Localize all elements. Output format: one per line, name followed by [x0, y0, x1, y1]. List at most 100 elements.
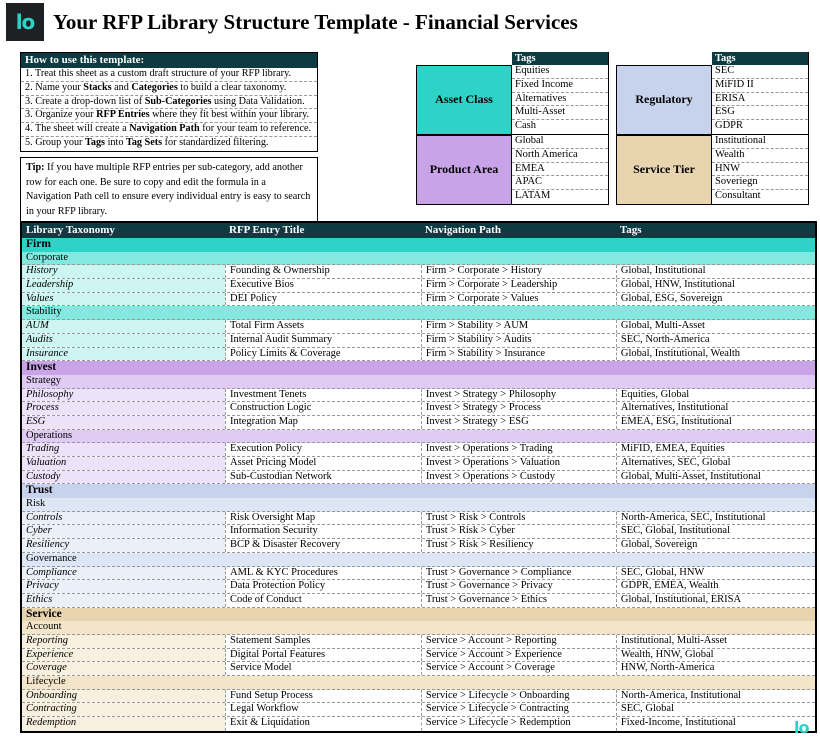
rfp-entry-title-cell[interactable]: Statement Samples: [225, 634, 421, 648]
tags-cell[interactable]: Global, Institutional: [615, 265, 815, 279]
rfp-entry-title-cell[interactable]: Fund Setup Process: [225, 689, 421, 703]
tags-cell[interactable]: Wealth, HNW, Global: [615, 648, 815, 662]
sub-category-cell[interactable]: Resiliency: [22, 539, 225, 552]
tag-cell-mifid-ii[interactable]: MiFID II: [712, 79, 808, 93]
rfp-entry-title-cell[interactable]: Legal Workflow: [225, 703, 421, 717]
sub-category-cell[interactable]: Process: [22, 402, 225, 415]
tags-cell[interactable]: Global, Institutional, ERISA: [615, 593, 815, 607]
tag-cell-cash[interactable]: Cash: [515, 120, 536, 132]
sub-category-cell[interactable]: Reporting: [22, 634, 225, 648]
tags-cell[interactable]: HNW, North-America: [615, 662, 815, 675]
rfp-entry-title-cell[interactable]: BCP & Disaster Recovery: [225, 539, 421, 552]
tag-cell-alternatives[interactable]: Alternatives: [512, 93, 608, 107]
tag-cell-emea[interactable]: EMEA: [512, 163, 608, 177]
rfp-entry-title-cell[interactable]: Code of Conduct: [225, 593, 421, 607]
navigation-path-cell[interactable]: Trust > Risk > Resiliency: [420, 539, 616, 552]
tags-cell[interactable]: Equities, Global: [615, 388, 815, 402]
instruction-line-6[interactable]: 5. Group your Tags into Tag Sets for sta…: [21, 136, 317, 151]
instruction-line-3[interactable]: 3. Create a drop-down list of Sub-Catego…: [21, 95, 317, 110]
sub-category-cell[interactable]: Cyber: [22, 525, 225, 539]
instruction-line-1[interactable]: 1. Treat this sheet as a custom draft st…: [21, 68, 317, 82]
tag-cell-hnw[interactable]: HNW: [712, 163, 808, 177]
tag-cell-fixed-income[interactable]: Fixed Income: [512, 79, 608, 93]
tags-cell[interactable]: Alternatives, Institutional: [615, 402, 815, 415]
rfp-entry-title-cell[interactable]: Digital Portal Features: [225, 648, 421, 662]
tag-cell-esg[interactable]: ESG: [712, 106, 808, 121]
rfp-entry-title-cell[interactable]: Policy Limits & Coverage: [225, 347, 421, 361]
sub-category-cell[interactable]: Audits: [22, 333, 225, 347]
navigation-path-cell[interactable]: Invest > Strategy > ESG: [420, 415, 616, 429]
tag-cell-erisa[interactable]: ERISA: [712, 93, 808, 107]
navigation-path-cell[interactable]: Trust > Risk > Controls: [420, 511, 616, 525]
navigation-path-cell[interactable]: Invest > Strategy > Philosophy: [420, 388, 616, 402]
tag-cell-wealth[interactable]: Wealth: [712, 149, 808, 163]
sub-category-cell[interactable]: Compliance: [22, 566, 225, 580]
tag-cell-institutional[interactable]: Institutional: [712, 135, 808, 149]
sub-category-cell[interactable]: Ethics: [22, 593, 225, 607]
rfp-entry-title-cell[interactable]: Risk Oversight Map: [225, 511, 421, 525]
tag-cell-consultant[interactable]: Consultant: [715, 190, 761, 202]
navigation-path-cell[interactable]: Trust > Governance > Privacy: [420, 580, 616, 593]
rfp-entry-title-cell[interactable]: Executive Bios: [225, 279, 421, 292]
rfp-entry-title-cell[interactable]: Data Protection Policy: [225, 580, 421, 593]
tags-cell[interactable]: North-America, Institutional: [615, 689, 815, 703]
sub-category-cell[interactable]: Experience: [22, 648, 225, 662]
tags-cell[interactable]: SEC, Global: [615, 703, 815, 717]
column-header-rfp-entry-title[interactable]: RFP Entry Title: [229, 224, 305, 236]
rfp-entry-title-cell[interactable]: Information Security: [225, 525, 421, 539]
tag-cell-global[interactable]: Global: [512, 135, 608, 149]
tags-cell[interactable]: Global, HNW, Institutional: [615, 279, 815, 292]
column-header-tags[interactable]: Tags: [619, 224, 642, 236]
section-row-service[interactable]: Service: [22, 607, 815, 622]
tags-cell[interactable]: Global, Sovereign: [615, 539, 815, 552]
rfp-entry-title-cell[interactable]: Integration Map: [225, 415, 421, 429]
rfp-entry-title-cell[interactable]: Total Firm Assets: [225, 320, 421, 333]
sub-category-cell[interactable]: Redemption: [22, 717, 225, 731]
sub-category-cell[interactable]: Contracting: [22, 703, 225, 717]
category-row-strategy[interactable]: Strategy: [22, 374, 815, 389]
navigation-path-cell[interactable]: Service > Account > Reporting: [420, 634, 616, 648]
tags-cell[interactable]: SEC, Global, HNW: [615, 566, 815, 580]
category-row-corporate[interactable]: Corporate: [22, 251, 815, 266]
category-row-operations[interactable]: Operations: [22, 429, 815, 444]
tag-cell-equities[interactable]: Equities: [512, 65, 608, 79]
category-row-risk[interactable]: Risk: [22, 498, 815, 512]
category-row-stability[interactable]: Stability: [22, 306, 815, 321]
navigation-path-cell[interactable]: Trust > Governance > Ethics: [420, 593, 616, 607]
sub-category-cell[interactable]: AUM: [22, 320, 225, 333]
sub-category-cell[interactable]: History: [22, 265, 225, 279]
navigation-path-cell[interactable]: Firm > Stability > AUM: [420, 320, 616, 333]
instruction-line-4[interactable]: 3. Organize your RFP Entries where they …: [21, 109, 317, 124]
rfp-entry-title-cell[interactable]: Founding & Ownership: [225, 265, 421, 279]
rfp-entry-title-cell[interactable]: Construction Logic: [225, 402, 421, 415]
tag-set-label-product-area[interactable]: Product Area: [416, 134, 512, 205]
sub-category-cell[interactable]: Leadership: [22, 279, 225, 292]
rfp-entry-title-cell[interactable]: Service Model: [225, 662, 421, 675]
tag-cell-soveriegn[interactable]: Soveriegn: [712, 176, 808, 191]
tag-cell-north-america[interactable]: North America: [512, 149, 608, 163]
navigation-path-cell[interactable]: Service > Account > Experience: [420, 648, 616, 662]
navigation-path-cell[interactable]: Firm > Corporate > History: [420, 265, 616, 279]
sub-category-cell[interactable]: Coverage: [22, 662, 225, 675]
navigation-path-cell[interactable]: Firm > Corporate > Leadership: [420, 279, 616, 292]
navigation-path-cell[interactable]: Trust > Risk > Cyber: [420, 525, 616, 539]
tags-cell[interactable]: Fixed-Income, Institutional: [615, 717, 815, 731]
category-row-account[interactable]: Account: [22, 621, 815, 635]
rfp-entry-title-cell[interactable]: Sub-Custodian Network: [225, 470, 421, 484]
sub-category-cell[interactable]: Custody: [22, 470, 225, 484]
sub-category-cell[interactable]: Insurance: [22, 347, 225, 361]
rfp-entry-title-cell[interactable]: Asset Pricing Model: [225, 457, 421, 470]
navigation-path-cell[interactable]: Firm > Stability > Insurance: [420, 347, 616, 361]
column-header-library-taxonomy[interactable]: Library Taxonomy: [26, 224, 115, 236]
sub-category-cell[interactable]: Philosophy: [22, 388, 225, 402]
tag-cell-sec[interactable]: SEC: [712, 65, 808, 79]
tags-cell[interactable]: North-America, SEC, Institutional: [615, 511, 815, 525]
sub-category-cell[interactable]: Values: [22, 292, 225, 306]
tags-cell[interactable]: Global, Multi-Asset: [615, 320, 815, 333]
rfp-entry-title-cell[interactable]: AML & KYC Procedures: [225, 566, 421, 580]
category-row-governance[interactable]: Governance: [22, 552, 815, 567]
sub-category-cell[interactable]: Valuation: [22, 457, 225, 470]
category-row-lifecycle[interactable]: Lifecycle: [22, 676, 815, 690]
navigation-path-cell[interactable]: Invest > Operations > Trading: [420, 443, 616, 456]
sub-category-cell[interactable]: ESG: [22, 415, 225, 429]
